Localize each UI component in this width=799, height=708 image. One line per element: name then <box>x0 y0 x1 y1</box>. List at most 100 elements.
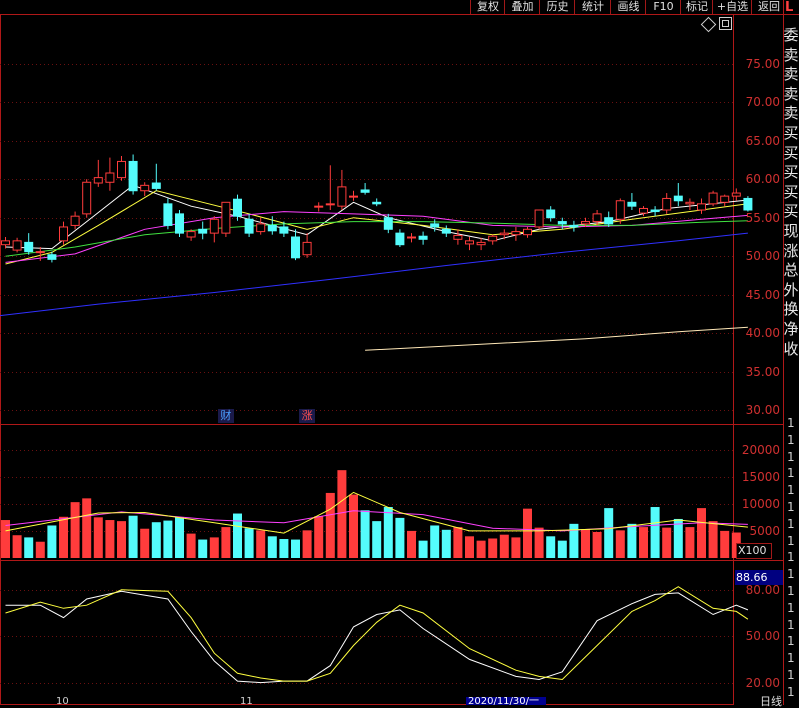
candle-body <box>128 160 138 192</box>
toolbar-button[interactable]: 复权 <box>470 0 505 14</box>
toolbar-button[interactable]: F10 <box>645 0 681 14</box>
side-panel-digit: 1 <box>787 584 795 598</box>
kd-line <box>5 590 749 684</box>
side-panel-label: 买 <box>783 163 799 182</box>
event-marker[interactable]: 涨 <box>299 409 316 423</box>
candle <box>279 221 289 237</box>
side-panel-digit: 1 <box>787 533 795 548</box>
volume-bar <box>186 533 196 558</box>
candle-body <box>117 160 126 179</box>
event-marker[interactable]: 财 <box>217 409 234 423</box>
price-ma-line <box>0 232 748 317</box>
candle-body <box>163 203 173 226</box>
toolbar-button[interactable]: 叠加 <box>504 0 540 14</box>
side-panel-digit: 1 <box>787 668 795 682</box>
candle-body <box>198 228 208 234</box>
candle-body <box>395 232 405 246</box>
candle-body <box>12 240 22 251</box>
candle <box>291 229 300 261</box>
candle <box>476 237 486 251</box>
price-tick-label: 35.00 <box>745 364 780 379</box>
candle-body <box>441 228 451 234</box>
volume-bar <box>499 534 509 558</box>
candle-body <box>233 198 242 217</box>
volume-bar <box>151 522 161 558</box>
candle <box>140 182 150 197</box>
candle <box>151 163 161 191</box>
toolbar-button[interactable]: 返回 <box>751 0 786 14</box>
candle-body <box>627 201 637 207</box>
volume-bar <box>105 520 115 558</box>
candle <box>209 216 219 243</box>
candle-body <box>465 240 474 245</box>
candle <box>59 221 68 245</box>
side-panel-digit: 1 <box>787 600 795 615</box>
candle <box>720 194 730 207</box>
volume-bar <box>256 530 266 558</box>
period-label[interactable]: 日线 <box>760 695 782 708</box>
candle-body <box>581 221 590 225</box>
candle <box>372 198 382 207</box>
volume-bar <box>82 498 92 558</box>
toolbar-button[interactable]: 统计 <box>574 0 611 14</box>
candle-body <box>639 207 648 214</box>
candle-body <box>546 209 556 219</box>
candle <box>314 202 324 212</box>
candle <box>731 188 741 201</box>
side-panel-digit: 1 <box>787 684 795 699</box>
grid-lines <box>0 64 733 684</box>
toolbar-button[interactable]: 历史 <box>539 0 575 14</box>
candle <box>395 229 405 248</box>
side-panel-digit: 1 <box>787 500 795 514</box>
price-ma-line <box>5 211 748 263</box>
volume-bar <box>372 521 382 558</box>
candle <box>221 201 231 237</box>
candle <box>453 229 463 245</box>
toolbar-button[interactable]: 标记 <box>680 0 713 14</box>
plot-border <box>0 14 734 705</box>
toolbar-button[interactable]: +自选 <box>712 0 752 14</box>
side-panel-label: 买 <box>783 143 799 162</box>
cursor-date-label: 2020/11/30/一 <box>466 697 546 705</box>
side-panel-label: 买 <box>783 202 799 221</box>
candle <box>627 193 637 211</box>
volume-bar <box>639 527 648 558</box>
candle-body <box>93 177 103 184</box>
side-panel-label: 卖 <box>783 45 799 64</box>
candle-body <box>662 197 672 211</box>
toolbar-button[interactable]: 画线 <box>610 0 646 14</box>
restore-window-icon[interactable] <box>719 17 732 30</box>
side-panel-label: 卖 <box>783 65 799 84</box>
candle-body <box>360 189 370 193</box>
candle <box>511 226 521 241</box>
kd-tick-label: 20.00 <box>745 675 780 690</box>
candle-body <box>650 209 660 213</box>
volume-bar <box>430 525 440 558</box>
candle <box>383 213 393 234</box>
price-ma-line <box>5 220 748 257</box>
side-panel-digit: 1 <box>787 483 795 498</box>
candle-body <box>267 224 277 232</box>
side-panel-label: 净 <box>783 320 799 338</box>
candle-body <box>105 172 115 183</box>
volume-bar <box>302 530 312 558</box>
volume-bar <box>465 536 474 558</box>
side-panel-label: 买 <box>783 182 799 201</box>
candle <box>349 190 358 201</box>
candle <box>337 169 347 211</box>
candle <box>117 156 126 181</box>
date-label-nov: 11 <box>240 696 253 707</box>
candle <box>743 196 753 212</box>
candle-body <box>151 182 161 189</box>
candle-body <box>534 209 544 228</box>
candle-body <box>511 231 521 236</box>
volume-bar <box>662 527 672 558</box>
side-panel-label: 现 <box>783 222 799 240</box>
volume-bar <box>325 492 335 558</box>
candle-body <box>453 234 463 240</box>
candle-body <box>557 221 567 225</box>
volume-multiplier-label: X100 <box>736 543 772 559</box>
candle <box>244 213 254 237</box>
